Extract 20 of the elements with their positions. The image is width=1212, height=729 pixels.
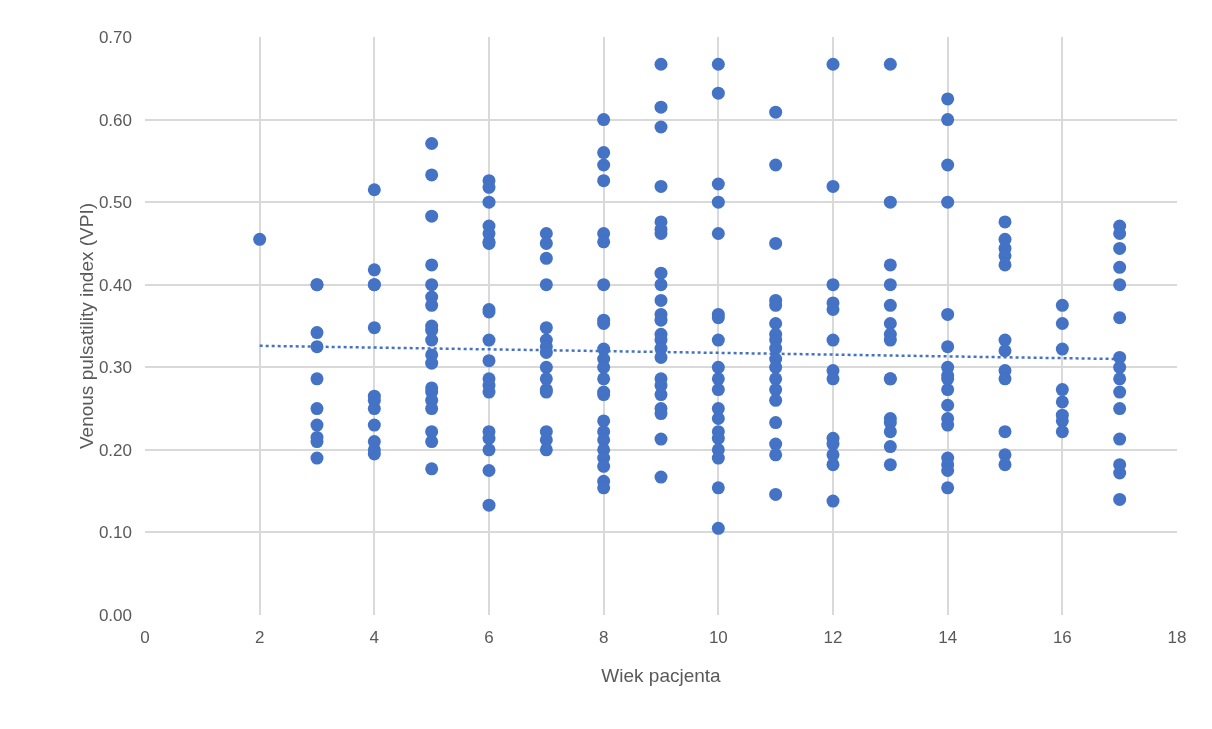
x-tick-label: 16 xyxy=(1052,628,1072,647)
x-tick-label: 10 xyxy=(708,628,728,647)
y-tick-label: 0.70 xyxy=(98,27,132,47)
x-tick-label: 4 xyxy=(369,628,380,647)
x-tick-label: 12 xyxy=(823,628,843,647)
y-tick-label: 0.30 xyxy=(98,358,132,378)
x-tick-label: 18 xyxy=(1167,628,1187,647)
y-tick-label: 0.10 xyxy=(98,523,132,543)
y-axis-title: Venous pulsatility index (VPI) xyxy=(75,202,97,450)
x-axis-title: Wiek pacjenta xyxy=(601,665,722,686)
y-tick-label: 0.40 xyxy=(98,275,132,295)
y-tick-label: 0.20 xyxy=(98,440,132,460)
x-tick-label: 0 xyxy=(140,628,150,647)
y-tick-label: 0.60 xyxy=(98,110,132,130)
x-tick-label: 2 xyxy=(254,628,265,647)
x-tick-label: 6 xyxy=(484,628,494,647)
x-tick-label: 14 xyxy=(938,628,958,647)
y-tick-label: 0.50 xyxy=(98,193,132,213)
y-tick-label: 0.00 xyxy=(98,605,132,625)
x-tick-label: 8 xyxy=(598,628,609,647)
